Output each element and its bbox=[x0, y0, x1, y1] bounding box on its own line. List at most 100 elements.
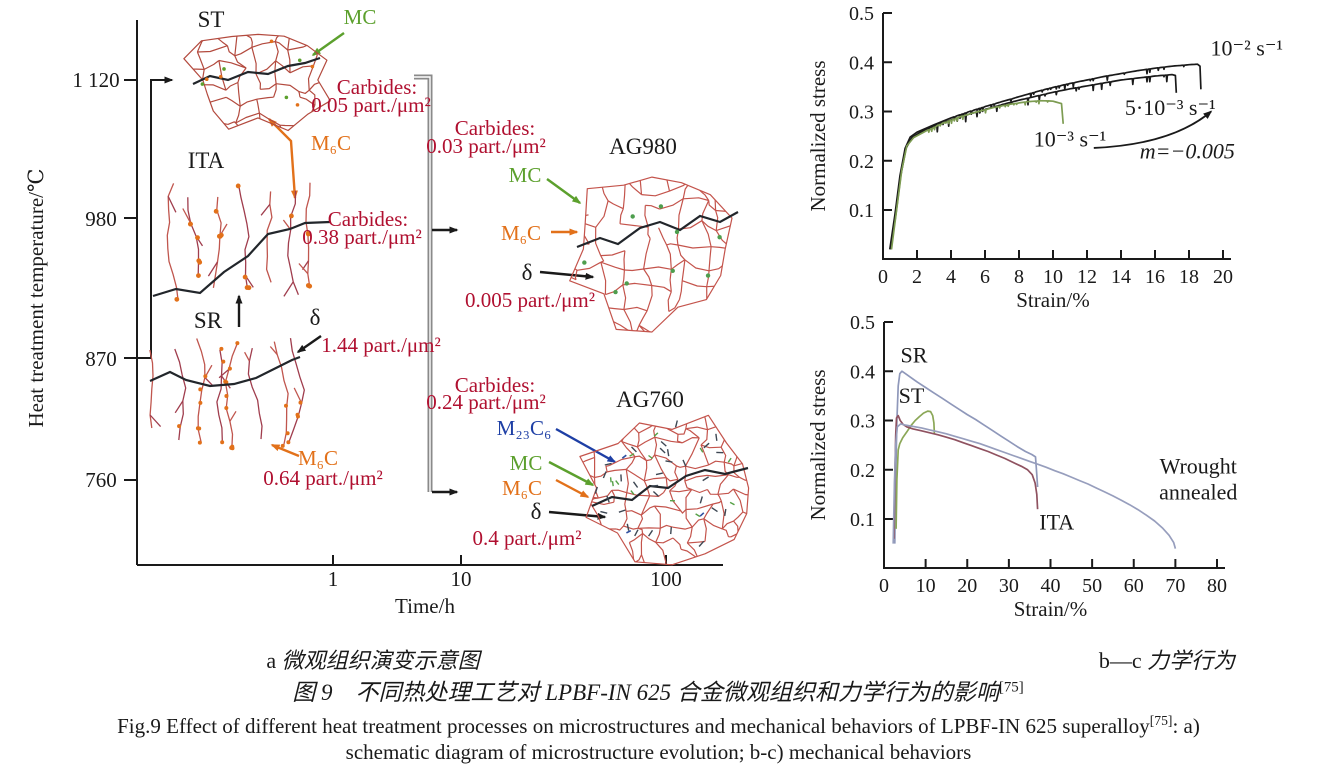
caption-bc-prefix: b—c bbox=[1098, 648, 1142, 673]
chart-b-x-axis-title: Strain/% bbox=[1016, 288, 1090, 312]
curve-annotation: Wrought annealed bbox=[1159, 453, 1237, 504]
black-annotation-arrow bbox=[296, 335, 322, 353]
x-tick-100: 100 bbox=[650, 566, 682, 591]
green-annotation-arrow bbox=[311, 32, 345, 56]
figure-title-zh: 图 9 不同热处理工艺对 LPBF-IN 625 合金微观组织和力学行为的影响[… bbox=[292, 673, 1024, 707]
delta-boundary-line bbox=[152, 220, 331, 298]
x-tick-label: 60 bbox=[1124, 575, 1144, 597]
annotation-mid-top-density: 0.03 part./μm² bbox=[426, 133, 546, 158]
x-tick-label: 30 bbox=[999, 575, 1019, 597]
black-annotation-arrow bbox=[548, 510, 607, 520]
annotation-ag760-m6c: M₆C bbox=[501, 475, 543, 500]
annotation-sr-m6c-density: 0.64 part./μm² bbox=[263, 465, 383, 490]
x-tick-1: 1 bbox=[327, 566, 339, 591]
chart-c-y-axis-title: Normalized stress bbox=[806, 369, 830, 520]
x-tick-label: 0 bbox=[879, 575, 889, 597]
structure-label-ag760: AG760 bbox=[616, 386, 684, 412]
chart-c-heat-treatments: 0.1 0.2 0.3 0.4 0.5 0 10 20 30 40 50 60 70 80 Normaliz… bbox=[795, 312, 1317, 642]
y-tick-1120: 1 120 bbox=[72, 67, 120, 92]
curve-annotation: ITA bbox=[1039, 509, 1074, 534]
panel-a-canvas bbox=[124, 20, 750, 566]
figure-title-zh-ref: [75] bbox=[998, 679, 1024, 696]
aging-bracket bbox=[414, 74, 459, 496]
chart-c-canvas: 0.1 0.2 0.3 0.4 0.5 0 10 20 30 40 50 60 70 80 Normaliz… bbox=[806, 312, 1237, 621]
y-tick-label: 0.1 bbox=[850, 509, 875, 531]
delta-boundary-line bbox=[149, 355, 301, 388]
x-tick-label: 18 bbox=[1179, 266, 1199, 288]
chart-c-x-axis-title: Strain/% bbox=[1014, 597, 1088, 621]
chart-b-canvas: 0.1 0.2 0.3 0.4 0.5 0 2 4 6 8 10 12 14 16 18 20 Normaliz… bbox=[806, 3, 1283, 312]
black-annotation-arrow bbox=[539, 270, 595, 280]
annotation-ag980-m6c: M₆C bbox=[500, 220, 542, 245]
panel-a-x-axis-title: Time/h bbox=[395, 593, 455, 618]
orange-annotation-arrow bbox=[267, 117, 298, 200]
figure-title-en-ref: [75] bbox=[1149, 713, 1173, 728]
chart-b-strain-rate: 0.1 0.2 0.3 0.4 0.5 0 2 4 6 8 10 12 14 16 18 20 Normaliz… bbox=[795, 0, 1317, 312]
x-tick-label: 0 bbox=[878, 266, 888, 288]
x-tick-label: 80 bbox=[1207, 575, 1227, 597]
x-tick-label: 20 bbox=[1213, 266, 1233, 288]
x-tick-label: 20 bbox=[957, 575, 977, 597]
curve-ita bbox=[893, 414, 1039, 539]
x-tick-label: 10 bbox=[916, 575, 936, 597]
y-tick-980: 980 bbox=[85, 206, 117, 231]
figure-title-en-line2: schematic diagram of microstructure evol… bbox=[345, 740, 972, 764]
caption-panel-bc: b—c 力学行为 bbox=[1099, 643, 1235, 675]
y-tick-760: 760 bbox=[85, 467, 117, 492]
x-tick-10: 10 bbox=[450, 566, 472, 591]
delta-boundary-line bbox=[192, 56, 321, 85]
y-tick-label: 0.5 bbox=[850, 312, 875, 334]
structure-label-ita: ITA bbox=[187, 147, 225, 173]
curve-sr bbox=[893, 370, 1039, 544]
curve-annotation: m=−0.005 bbox=[1140, 138, 1235, 163]
green-annotation-arrow bbox=[546, 178, 582, 204]
panel-a-y-axis-title: Heat treatment temperature/℃ bbox=[23, 168, 48, 428]
annotation-mid-top-carbides: Carbides: bbox=[454, 115, 536, 140]
green-annotation-arrow bbox=[548, 460, 595, 487]
structure-label-sr: SR bbox=[193, 307, 223, 333]
x-tick-label: 10 bbox=[1043, 266, 1063, 288]
figure-title-zh-text: 图 9 不同热处理工艺对 LPBF-IN 625 合金微观组织和力学行为的影响 bbox=[292, 680, 999, 705]
temperature-path-arrow bbox=[137, 76, 174, 359]
annotation-ag980-delta-density: 0.005 part./μm² bbox=[464, 287, 596, 312]
chart-b-y-axis-title: Normalized stress bbox=[806, 60, 830, 211]
figure-title-en: Fig.9 Effect of different heat treatment… bbox=[0, 708, 1317, 765]
caption-bc-text: 力学行为 bbox=[1147, 648, 1236, 673]
strain-rate-trend-arrow bbox=[1093, 110, 1213, 149]
y-tick-label: 0.1 bbox=[849, 200, 874, 222]
curve-wrought-annealed bbox=[892, 423, 1177, 549]
curve-annotation: 10⁻² s⁻¹ bbox=[1211, 35, 1283, 60]
x-tick-label: 6 bbox=[980, 266, 990, 288]
figure-title-en-line1: Fig.9 Effect of different heat treatment… bbox=[117, 714, 1150, 738]
y-tick-label: 0.3 bbox=[849, 102, 874, 124]
x-tick-label: 12 bbox=[1077, 266, 1097, 288]
sr-microstructure-sketch bbox=[149, 338, 305, 451]
annotation-ag760-mc: MC bbox=[509, 450, 543, 475]
annotation-ita-carbides: Carbides: bbox=[327, 206, 409, 231]
x-tick-label: 70 bbox=[1165, 575, 1185, 597]
x-tick-label: 8 bbox=[1014, 266, 1024, 288]
orange-annotation-arrow bbox=[270, 443, 300, 458]
structure-label-ag980: AG980 bbox=[609, 133, 677, 159]
st-microstructure-sketch bbox=[183, 33, 331, 132]
annotation-ag980-mc: MC bbox=[508, 162, 542, 187]
x-tick-label: 14 bbox=[1111, 266, 1131, 288]
delta-boundary-line bbox=[591, 466, 749, 508]
panel-a: Heat treatment temperature/℃ Time/h 1 12… bbox=[23, 4, 750, 618]
curve-10-s- bbox=[890, 99, 1065, 250]
annotation-sr-m6c: M₆C bbox=[297, 445, 339, 470]
y-tick-label: 0.3 bbox=[850, 411, 875, 433]
caption-a-text: 微观组织演变示意图 bbox=[281, 648, 480, 673]
annotation-ag760-delta-density: 0.4 part./μm² bbox=[472, 525, 582, 550]
panel-a-axes bbox=[124, 20, 723, 566]
structure-label-st: ST bbox=[197, 6, 225, 32]
x-tick-label: 50 bbox=[1082, 575, 1102, 597]
annotation-ita-density: 0.38 part./μm² bbox=[302, 224, 422, 249]
orange-annotation-arrow bbox=[555, 478, 590, 499]
annotation-st-mc: MC bbox=[343, 4, 377, 29]
annotation-st-m6c: M₆C bbox=[310, 130, 352, 155]
annotation-ag760-delta: δ bbox=[530, 498, 542, 524]
y-tick-label: 0.2 bbox=[850, 460, 875, 482]
y-tick-label: 0.4 bbox=[850, 361, 875, 383]
